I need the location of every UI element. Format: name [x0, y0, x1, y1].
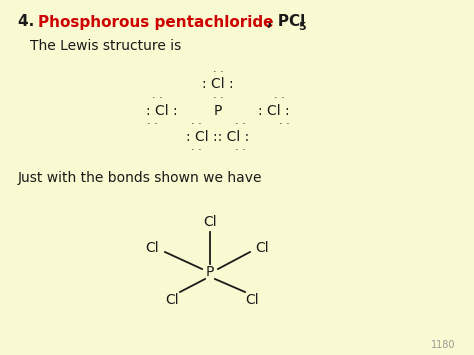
Text: · ·: · · [152, 93, 163, 103]
Text: Cl: Cl [255, 241, 269, 255]
Text: Just with the bonds shown we have: Just with the bonds shown we have [18, 171, 263, 185]
Text: Cl: Cl [245, 293, 259, 307]
Text: Cl: Cl [165, 293, 179, 307]
Text: P: P [206, 265, 214, 279]
Text: Cl: Cl [203, 215, 217, 229]
Text: Cl: Cl [145, 241, 159, 255]
Text: · ·: · · [191, 145, 201, 155]
Text: · ·: · · [191, 119, 201, 129]
Text: : Cl :: : Cl : [146, 104, 178, 118]
Text: 5: 5 [298, 22, 306, 32]
Text: : Cl :: Cl :: : Cl :: Cl : [186, 130, 250, 144]
Text: · ·: · · [235, 119, 246, 129]
Text: : Cl :: : Cl : [202, 77, 234, 91]
Text: · ·: · · [273, 93, 284, 103]
Text: The Lewis structure is: The Lewis structure is [30, 39, 181, 53]
Text: · ·: · · [235, 145, 246, 155]
Text: · ·: · · [146, 119, 157, 129]
Text: Phosphorous pentachloride: Phosphorous pentachloride [38, 15, 273, 29]
Text: : Cl :: : Cl : [258, 104, 290, 118]
Text: P: P [214, 104, 222, 118]
Text: 1180: 1180 [430, 340, 455, 350]
Text: 4.: 4. [18, 15, 39, 29]
Text: · ·: · · [279, 119, 289, 129]
Text: , PCl: , PCl [267, 15, 305, 29]
Text: · ·: · · [213, 67, 223, 77]
Text: · ·: · · [213, 93, 223, 103]
